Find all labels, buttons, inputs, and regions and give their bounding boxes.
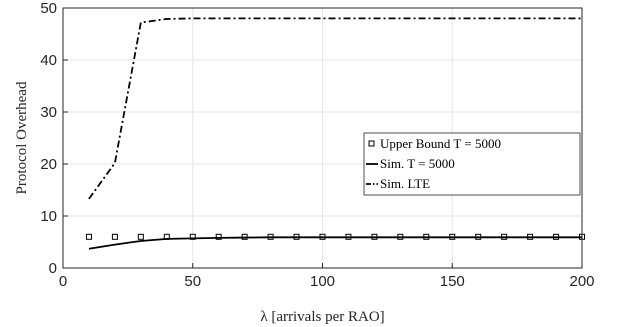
x-tick-label: 150 <box>440 273 465 290</box>
x-tick-label: 0 <box>59 273 67 290</box>
upper-bound-marker <box>215 233 222 240</box>
upper-bound-marker <box>111 233 118 240</box>
x-tick-label: 50 <box>184 273 201 290</box>
legend: Upper Bound T = 5000 Sim. T = 5000 Sim. … <box>363 132 581 196</box>
x-axis-title: λ [arrivals per RAO] <box>260 309 384 325</box>
y-tick-label: 40 <box>40 52 57 69</box>
upper-bound-marker <box>85 233 92 240</box>
y-tick-label: 10 <box>40 208 57 225</box>
legend-label-upper-bound: Upper Bound T = 5000 <box>380 136 501 151</box>
series-layer <box>85 17 585 250</box>
legend-label-sim-t5000: Sim. T = 5000 <box>380 156 455 171</box>
sim-lte-line <box>88 17 582 200</box>
y-axis-title: Protocol Overhead <box>14 81 30 194</box>
legend-label-sim-lte: Sim. LTE <box>380 176 430 191</box>
y-tick-label: 30 <box>40 104 57 121</box>
upper-bound-marker <box>189 233 196 240</box>
legend-box <box>363 132 581 196</box>
upper-bound-marker <box>137 233 144 240</box>
ticks: 0 50 100 150 200 0 10 20 30 40 50 <box>40 0 594 290</box>
x-tick-label: 200 <box>569 273 594 290</box>
sim-t5000-line <box>88 236 582 250</box>
y-tick-label: 50 <box>40 0 57 17</box>
y-tick-label: 20 <box>40 156 57 173</box>
legend-marker-upper-bound <box>368 140 375 147</box>
x-tick-label: 100 <box>310 273 335 290</box>
y-tick-label: 0 <box>49 260 57 277</box>
